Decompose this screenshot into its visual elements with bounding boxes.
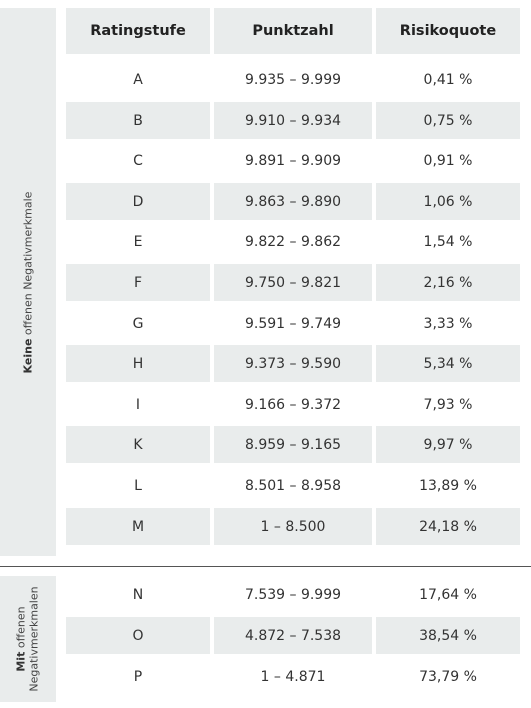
rating-cell: B (66, 102, 210, 139)
risk-cell: 38,54 % (376, 617, 520, 654)
group-label-with-negative-line1: offenen (15, 606, 29, 649)
points-cell: 9.891 – 9.909 (244, 152, 342, 169)
risk-cell: 2,16 % (376, 264, 520, 301)
points-cell: 1 – 4.871 (260, 668, 326, 685)
points-cell: 4.872 – 7.538 (214, 617, 372, 654)
points-cell: 9.910 – 9.934 (214, 102, 372, 139)
points-cell: 8.959 – 9.165 (214, 426, 372, 463)
points-cell: 9.373 – 9.590 (214, 345, 372, 382)
risk-cell: 17,64 % (419, 586, 477, 603)
table-row: L 8.501 – 8.958 13,89 % (66, 467, 520, 504)
points-cell: 7.539 – 9.999 (244, 586, 342, 603)
points-cell: 1 – 8.500 (214, 508, 372, 545)
group-label-with-negative: Mit offenen Negativmerkmalen (0, 576, 56, 702)
group-divider (0, 566, 531, 567)
points-cell: 9.591 – 9.749 (244, 315, 342, 332)
table-row: G 9.591 – 9.749 3,33 % (66, 305, 520, 342)
rating-cell: P (133, 668, 143, 685)
table-row: K 8.959 – 9.165 9,97 % (66, 426, 520, 463)
risk-cell: 1,54 % (423, 233, 473, 250)
table-row: H 9.373 – 9.590 5,34 % (66, 345, 520, 382)
rating-cell: N (132, 586, 144, 603)
points-cell: 9.863 – 9.890 (214, 183, 372, 220)
rating-cell: H (66, 345, 210, 382)
table-row: C 9.891 – 9.909 0,91 % (66, 142, 520, 179)
rating-cell: I (135, 396, 141, 413)
group-label-no-negative: Keine offenen Negativmerkmale (0, 8, 56, 556)
group-label-no-negative-rest: offenen Negativmerkmale (21, 191, 35, 335)
header-points: Punktzahl (214, 8, 372, 54)
table-row: F 9.750 – 9.821 2,16 % (66, 264, 520, 301)
risk-cell: 0,75 % (376, 102, 520, 139)
rating-cell: O (66, 617, 210, 654)
rating-cell: C (133, 152, 143, 169)
rating-cell: M (66, 508, 210, 545)
rating-cell: K (66, 426, 210, 463)
risk-cell: 9,97 % (376, 426, 520, 463)
table-header-row: Ratingstufe Punktzahl Risikoquote (66, 8, 520, 54)
table-row: N 7.539 – 9.999 17,64 % (66, 576, 520, 613)
risk-cell: 5,34 % (376, 345, 520, 382)
rating-cell: D (66, 183, 210, 220)
rating-cell: E (133, 233, 143, 250)
table-row: D 9.863 – 9.890 1,06 % (66, 183, 520, 220)
risk-cell: 7,93 % (423, 396, 473, 413)
table-row: B 9.910 – 9.934 0,75 % (66, 102, 520, 139)
header-rating: Ratingstufe (66, 8, 210, 54)
risk-cell: 1,06 % (376, 183, 520, 220)
group-band-with-negative (0, 576, 56, 702)
table-row: A 9.935 – 9.999 0,41 % (66, 61, 520, 98)
points-cell: 9.822 – 9.862 (244, 233, 342, 250)
table-row: I 9.166 – 9.372 7,93 % (66, 386, 520, 423)
rating-cell: L (134, 477, 142, 494)
table-row: M 1 – 8.500 24,18 % (66, 508, 520, 545)
table-row: O 4.872 – 7.538 38,54 % (66, 617, 520, 654)
group-label-with-negative-line2: Negativmerkmalen (28, 586, 42, 692)
group-label-with-negative-bold: Mit (15, 651, 29, 672)
group-band-no-negative (0, 8, 56, 556)
risk-cell: 0,41 % (423, 71, 473, 88)
rating-cell: A (133, 71, 143, 88)
risk-cell: 0,91 % (423, 152, 473, 169)
points-cell: 9.935 – 9.999 (244, 71, 342, 88)
group-label-no-negative-bold: Keine (21, 338, 35, 373)
risk-cell: 13,89 % (419, 477, 477, 494)
rating-cell: G (132, 315, 144, 332)
table-row: E 9.822 – 9.862 1,54 % (66, 223, 520, 260)
rating-cell: F (66, 264, 210, 301)
risk-cell: 24,18 % (376, 508, 520, 545)
risk-cell: 3,33 % (423, 315, 473, 332)
header-risk: Risikoquote (376, 8, 520, 54)
table-row: P 1 – 4.871 73,79 % (66, 658, 520, 695)
points-cell: 8.501 – 8.958 (244, 477, 342, 494)
points-cell: 9.750 – 9.821 (214, 264, 372, 301)
risk-cell: 73,79 % (419, 668, 477, 685)
points-cell: 9.166 – 9.372 (244, 396, 342, 413)
